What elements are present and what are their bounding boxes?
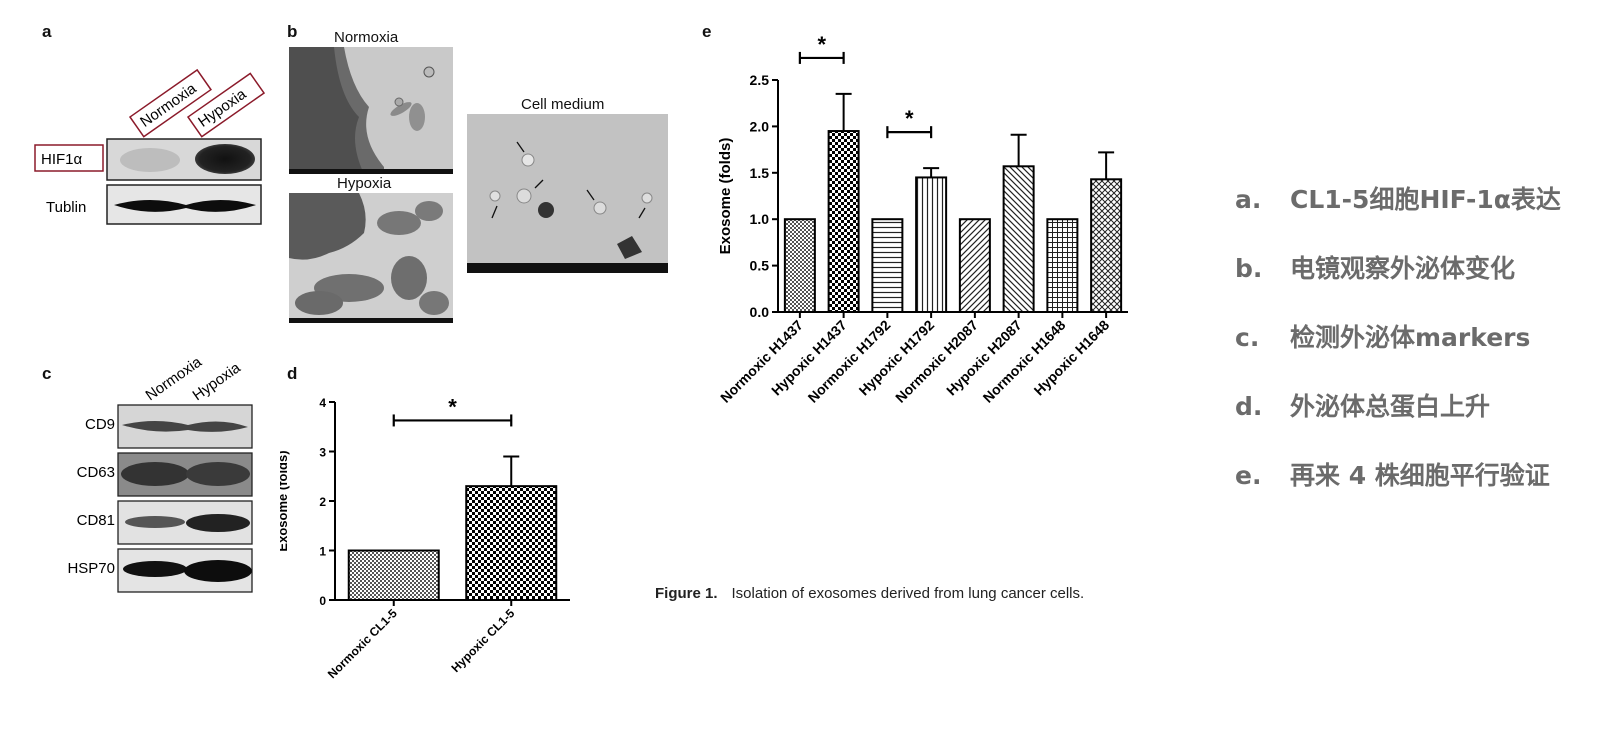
normoxia-lane-box [128,68,212,138]
em-normoxia-image [289,47,453,174]
panel-b-label: b [287,22,298,41]
panel-a-label: a [42,22,52,41]
y-tick-label: 1.5 [750,165,770,181]
em-cell-medium-title: Cell medium [521,96,605,113]
em-cell-medium-image [467,114,668,273]
panel-c-label: c [42,364,52,383]
summary-list: a. CL1-5细胞HIF-1α表达 b. 电镜观察外泌体变化 c. 检测外泌体mar… [1235,180,1595,525]
panel-a-western-blot: Normoxia Hypoxia HIF1α Tublin [34,68,266,225]
summary-text: 再来 4 株细胞平行验证 [1290,461,1550,490]
significance-star: * [905,106,914,131]
hypoxia-lane-box [186,72,266,138]
y-tick-label: 2.5 [750,72,770,88]
y-tick-label: 2 [319,495,326,509]
y-tick-label: 4 [319,396,326,410]
row-tublin-label: Tublin [46,199,86,216]
row-hsp70-label: HSP70 [67,560,115,577]
summary-item: d. 外泌体总蛋白上升 [1235,387,1595,456]
row-cd63-label: CD63 [77,464,115,481]
summary-key: c. [1235,323,1260,352]
summary-text: 外泌体总蛋白上升 [1290,392,1491,421]
summary-item: a. CL1-5细胞HIF-1α表达 [1235,180,1595,249]
x-tick-label: Hypoxic CL1-5 [449,606,518,675]
y-tick-label: 0.5 [750,258,770,274]
x-tick-label: Normoxic CL1-5 [325,606,400,681]
figure-caption: Figure 1. Isolation of exosomes derived f… [655,585,1084,602]
tublin-band [114,200,256,212]
hif1a-normoxia-band [120,148,180,172]
summary-key: d. [1235,392,1263,421]
y-tick-label: 1.0 [750,211,770,227]
em-hypoxia-image [289,193,453,323]
figure-number: Figure 1. [655,585,718,602]
bar [347,549,440,601]
summary-text: CL1-5细胞HIF-1α表达 [1290,185,1561,214]
significance-star: * [448,394,457,419]
caption-text: Isolation of exosomes derived from lung … [731,585,1085,602]
row-cd81-label: CD81 [77,512,115,529]
em-normoxia-title: Normoxia [334,29,399,46]
bar [1002,165,1035,313]
bar [465,485,558,601]
panel-c-western-blot: Normoxia Hypoxia CD9 CD63 CD81 HSP70 [67,353,253,593]
y-axis-label: Exosome (folds) [717,138,734,255]
x-tick-label: Hypoxic H1792 [855,317,937,399]
bar [827,130,860,314]
panel-d-label: d [287,364,298,383]
summary-text: 电镜观察外泌体变化 [1290,254,1516,283]
y-tick-label: 3 [319,446,326,460]
chart-d: 0 1 2 3 4 Exosome (folds) Normoxic CL1-5 Hypoxi… [280,394,570,681]
hif1a-label-box [34,144,104,172]
bar [871,218,904,313]
bar [1046,218,1079,313]
bar [1090,178,1123,313]
x-tick-label: Hypoxic H1648 [1030,317,1112,399]
bar [958,218,991,313]
y-axis-label: Exosome (folds) [280,450,290,551]
summary-key: e. [1235,461,1262,490]
row-hif1a-label: HIF1α [41,151,83,168]
hif1a-hypoxia-band [195,144,255,174]
panel-e-label: e [702,22,712,41]
summary-item: b. 电镜观察外泌体变化 [1235,249,1595,318]
y-tick-label: 2.0 [750,118,770,134]
em-hypoxia-title: Hypoxia [337,175,392,192]
summary-key: b. [1235,254,1263,283]
summary-item: e. 再来 4 株细胞平行验证 [1235,456,1595,525]
summary-key: a. [1235,185,1262,214]
bar [783,218,816,313]
summary-text: 检测外泌体markers [1290,323,1531,352]
y-tick-label: 0 [319,594,326,608]
bar [915,176,948,313]
y-tick-label: 0.0 [750,304,770,320]
x-tick-label: Hypoxic H1437 [768,317,850,399]
row-cd9-label: CD9 [85,416,115,433]
y-tick-label: 1 [319,545,326,559]
x-tick-label: Hypoxic H2087 [943,317,1025,399]
significance-star: * [817,32,826,57]
summary-item: c. 检测外泌体markers [1235,318,1595,387]
